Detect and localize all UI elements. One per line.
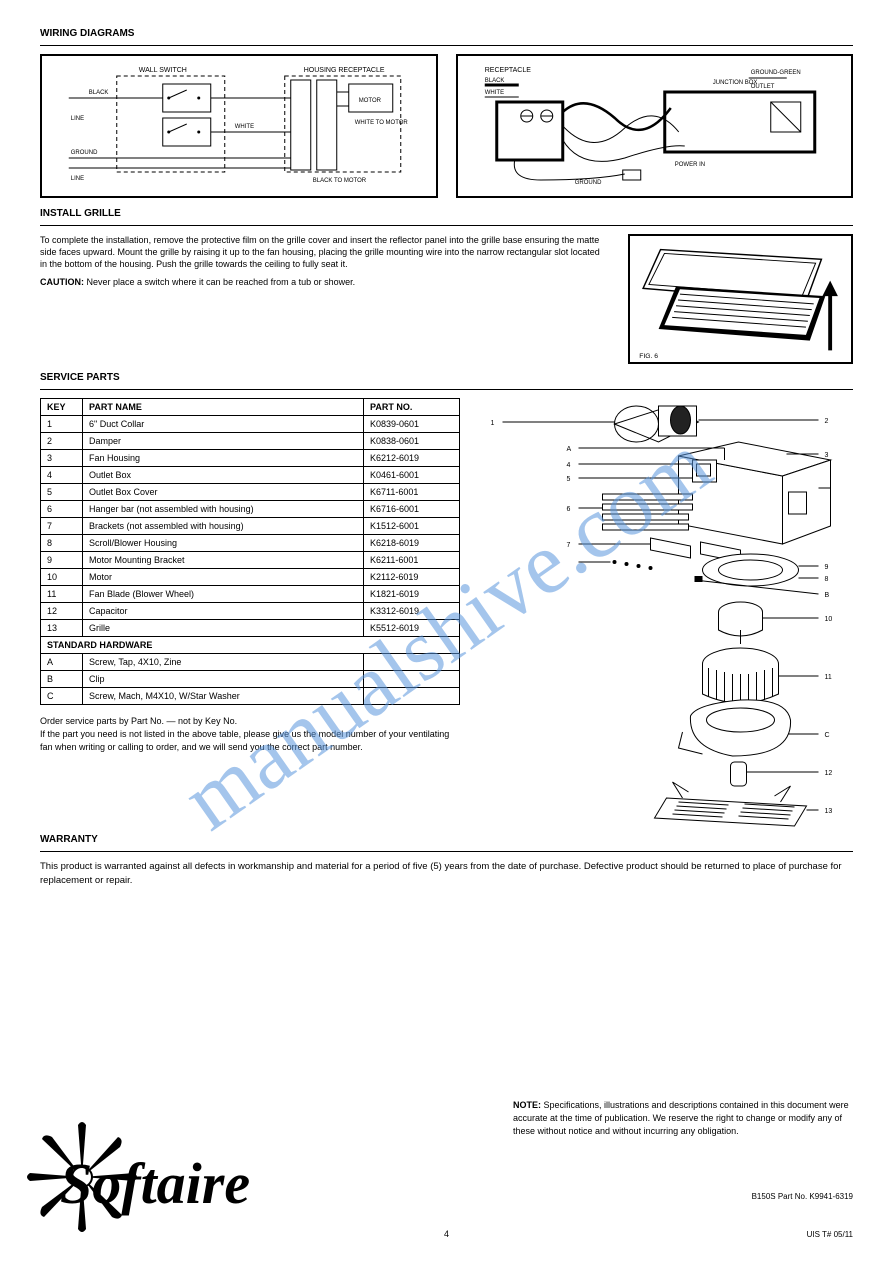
motor-label: MOTOR <box>359 98 382 104</box>
order-note-1: Order service parts by Part No. — not by… <box>40 715 460 728</box>
table-row: 9Motor Mounting BracketK6211-6001 <box>41 552 460 569</box>
cal-C: C <box>825 732 830 739</box>
cal-1: 1 <box>491 420 495 427</box>
cal-12: 12 <box>825 770 833 777</box>
caution-label: CAUTION: <box>40 277 84 287</box>
page-number: 4 <box>444 1229 449 1239</box>
rule-2 <box>40 225 853 226</box>
table-row: 16" Duct CollarK0839-0601 <box>41 416 460 433</box>
cal-6: 6 <box>567 506 571 513</box>
order-note-2: If the part you need is not listed in th… <box>40 728 460 754</box>
cal-B: B <box>825 592 830 599</box>
ground2: GROUND <box>574 180 601 186</box>
parts-table-wrap: KEY PART NAME PART NO. 16" Duct CollarK0… <box>40 398 460 754</box>
table-row: 11Fan Blade (Blower Wheel)K1821-6019 <box>41 586 460 603</box>
col-key: KEY <box>41 399 83 416</box>
grille-figure: FIG. 6 <box>628 234 853 364</box>
hw-header: STANDARD HARDWARE <box>41 637 460 654</box>
line1: LINE <box>71 116 84 122</box>
black2: BLACK <box>484 78 504 84</box>
table-row: 10MotorK2112-6019 <box>41 569 460 586</box>
grille-title: INSTALL GRILLE <box>40 208 853 219</box>
wiring-svg-1: WALL SWITCH HOUSING RECEPTACLE MOTOR BLA… <box>50 62 428 190</box>
table-row: 6Hanger bar (not assembled with housing)… <box>41 501 460 518</box>
table-row: BClip <box>41 671 460 688</box>
table-row: AScrew, Tap, 4X10, Zine <box>41 654 460 671</box>
parts-table: KEY PART NAME PART NO. 16" Duct CollarK0… <box>40 398 460 705</box>
col-no: PART NO. <box>364 399 460 416</box>
white-to-motor: WHITE TO MOTOR <box>355 120 409 126</box>
footer-code: UIS T# 05/11 <box>807 1230 853 1239</box>
col-name: PART NAME <box>83 399 364 416</box>
wiring-svg-2: RECEPTACLE BLACK WHITE GROUND-GREEN OUTL… <box>466 62 844 190</box>
cal-A: A <box>567 446 572 453</box>
parts-header-row: KEY PART NAME PART NO. <box>41 399 460 416</box>
cal-9: 9 <box>825 564 829 571</box>
table-row: 12CapacitorK3312-6019 <box>41 603 460 620</box>
ground1: GROUND <box>71 150 98 156</box>
model-line: B150S Part No. K9941-6319 <box>752 1192 853 1201</box>
note-block: NOTE: Specifications, illustrations and … <box>513 1099 853 1138</box>
table-row: 13GrilleK5512-6019 <box>41 620 460 637</box>
table-row: 3Fan HousingK6212-6019 <box>41 450 460 467</box>
fig6: FIG. 6 <box>639 353 658 360</box>
label-wall-switch: WALL SWITCH <box>139 67 187 74</box>
wiring-panels: WALL SWITCH HOUSING RECEPTACLE MOTOR BLA… <box>40 54 853 198</box>
table-row: CScrew, Mach, M4X10, W/Star Washer <box>41 688 460 705</box>
warranty-title: WARRANTY <box>40 834 853 845</box>
note-text: Specifications, illustrations and descri… <box>513 1100 849 1136</box>
cal-5: 5 <box>567 476 571 483</box>
white2: WHITE <box>484 90 503 96</box>
cal-4: 4 <box>567 462 571 469</box>
cal-13: 13 <box>825 808 833 815</box>
rule-4 <box>40 851 853 852</box>
black-to-motor: BLACK TO MOTOR <box>313 178 367 184</box>
caution-text: Never place a switch where it can be rea… <box>84 277 355 287</box>
grille-text: To complete the installation, remove the… <box>40 234 608 364</box>
cal-10: 10 <box>825 616 833 623</box>
wiring-title: WIRING DIAGRAMS <box>40 28 853 39</box>
note-bold: NOTE: <box>513 1100 541 1110</box>
table-row: 5Outlet Box CoverK6711-6001 <box>41 484 460 501</box>
table-row: 2DamperK0838-0601 <box>41 433 460 450</box>
cal-8: 8 <box>825 576 829 583</box>
table-row: 8Scroll/Blower HousingK6218-6019 <box>41 535 460 552</box>
wiring-panel-1: WALL SWITCH HOUSING RECEPTACLE MOTOR BLA… <box>40 54 438 198</box>
parts-title: SERVICE PARTS <box>40 372 853 383</box>
warranty-text: This product is warranted against all de… <box>40 860 853 889</box>
grille-para1: To complete the installation, remove the… <box>40 234 608 270</box>
cal-3: 3 <box>825 452 829 459</box>
ground-green: GROUND-GREEN <box>750 70 800 76</box>
exploded-view: 1 2 4 5 3 A <box>472 398 853 828</box>
recpt: RECEPTACLE <box>484 67 530 74</box>
cal-11: 11 <box>825 674 832 681</box>
black1: BLACK <box>89 90 109 96</box>
jbox: JUNCTION BOX <box>712 80 757 86</box>
table-row: 4Outlet BoxK0461-6001 <box>41 467 460 484</box>
cal-2: 2 <box>825 418 829 425</box>
white1: WHITE <box>235 124 254 130</box>
brand-logo: Softaire <box>60 1150 250 1217</box>
rule-3 <box>40 389 853 390</box>
rule-1 <box>40 45 853 46</box>
wiring-panel-2: RECEPTACLE BLACK WHITE GROUND-GREEN OUTL… <box>456 54 854 198</box>
table-row: 7Brackets (not assembled with housing)K1… <box>41 518 460 535</box>
cal-7: 7 <box>567 542 571 549</box>
power-in: POWER IN <box>674 162 704 168</box>
label-receptacle: HOUSING RECEPTACLE <box>304 67 385 74</box>
line2: LINE <box>71 176 84 182</box>
